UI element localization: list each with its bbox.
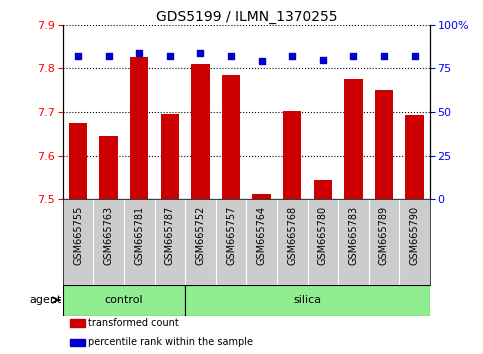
Point: [411, 53, 418, 59]
Text: GSM665790: GSM665790: [410, 206, 420, 265]
Text: GSM665755: GSM665755: [73, 206, 83, 266]
Text: GSM665768: GSM665768: [287, 206, 297, 265]
Text: GSM665764: GSM665764: [256, 206, 267, 265]
Bar: [70, 319, 85, 327]
Text: percentile rank within the sample: percentile rank within the sample: [88, 337, 254, 347]
Text: control: control: [105, 295, 143, 305]
Text: GSM665752: GSM665752: [196, 206, 205, 266]
Text: transformed count: transformed count: [88, 318, 179, 328]
Point: [135, 50, 143, 56]
Text: agent: agent: [29, 295, 61, 305]
Point: [105, 53, 113, 59]
Text: GSM665783: GSM665783: [348, 206, 358, 265]
Bar: [70, 338, 85, 346]
Point: [319, 57, 327, 63]
Text: GSM665781: GSM665781: [134, 206, 144, 265]
Text: GSM665787: GSM665787: [165, 206, 175, 266]
Bar: [405, 115, 424, 199]
Bar: [313, 179, 332, 199]
Bar: [185, 285, 430, 315]
Bar: [222, 75, 240, 199]
Text: GSM665789: GSM665789: [379, 206, 389, 265]
Bar: [99, 136, 118, 199]
Bar: [161, 114, 179, 199]
Bar: [283, 111, 301, 199]
Point: [166, 53, 174, 59]
Bar: [191, 64, 210, 199]
Bar: [375, 90, 393, 199]
Point: [288, 53, 296, 59]
Bar: [130, 57, 148, 199]
Point: [197, 50, 204, 56]
Text: GSM665780: GSM665780: [318, 206, 328, 265]
Point: [258, 58, 266, 64]
Text: silica: silica: [294, 295, 322, 305]
Point: [380, 53, 388, 59]
Text: GSM665757: GSM665757: [226, 206, 236, 266]
Bar: [253, 194, 271, 199]
Bar: [63, 285, 185, 315]
Text: GSM665763: GSM665763: [104, 206, 114, 265]
Point: [350, 53, 357, 59]
Point: [74, 53, 82, 59]
Point: [227, 53, 235, 59]
Title: GDS5199 / ILMN_1370255: GDS5199 / ILMN_1370255: [156, 10, 337, 24]
Bar: [344, 79, 363, 199]
Bar: [69, 123, 87, 199]
